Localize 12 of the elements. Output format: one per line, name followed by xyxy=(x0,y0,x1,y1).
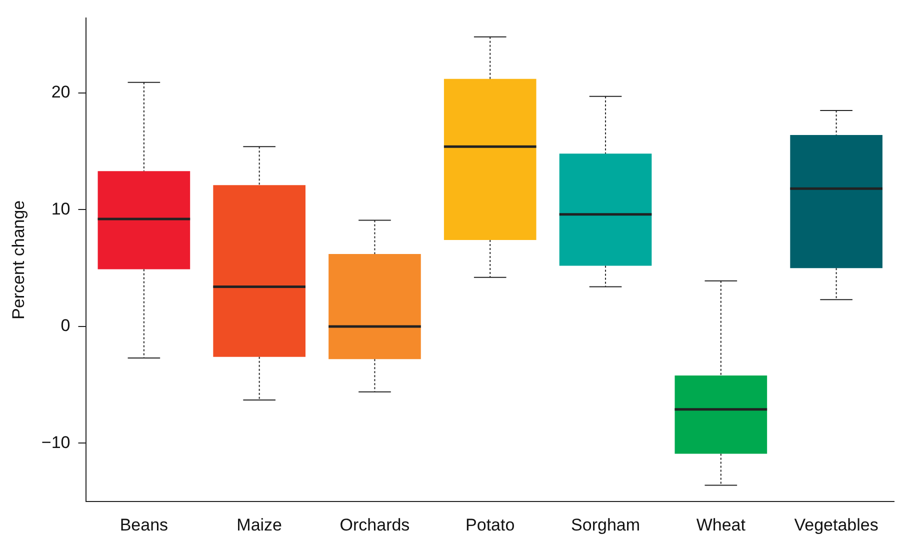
x-tick-label: Potato xyxy=(466,515,515,534)
x-tick-label: Sorgham xyxy=(571,515,640,534)
y-tick-label: 10 xyxy=(51,199,70,218)
x-tick-label: Beans xyxy=(120,515,168,534)
x-tick-label: Orchards xyxy=(340,515,410,534)
y-axis-title: Percent change xyxy=(8,200,28,320)
x-tick-label: Wheat xyxy=(696,515,746,534)
y-tick-label: 20 xyxy=(51,82,70,102)
x-tick-label: Maize xyxy=(236,515,282,534)
y-tick-label: 0 xyxy=(60,316,70,336)
x-tick-label: Vegetables xyxy=(794,515,878,534)
y-tick-label: −10 xyxy=(41,432,70,452)
